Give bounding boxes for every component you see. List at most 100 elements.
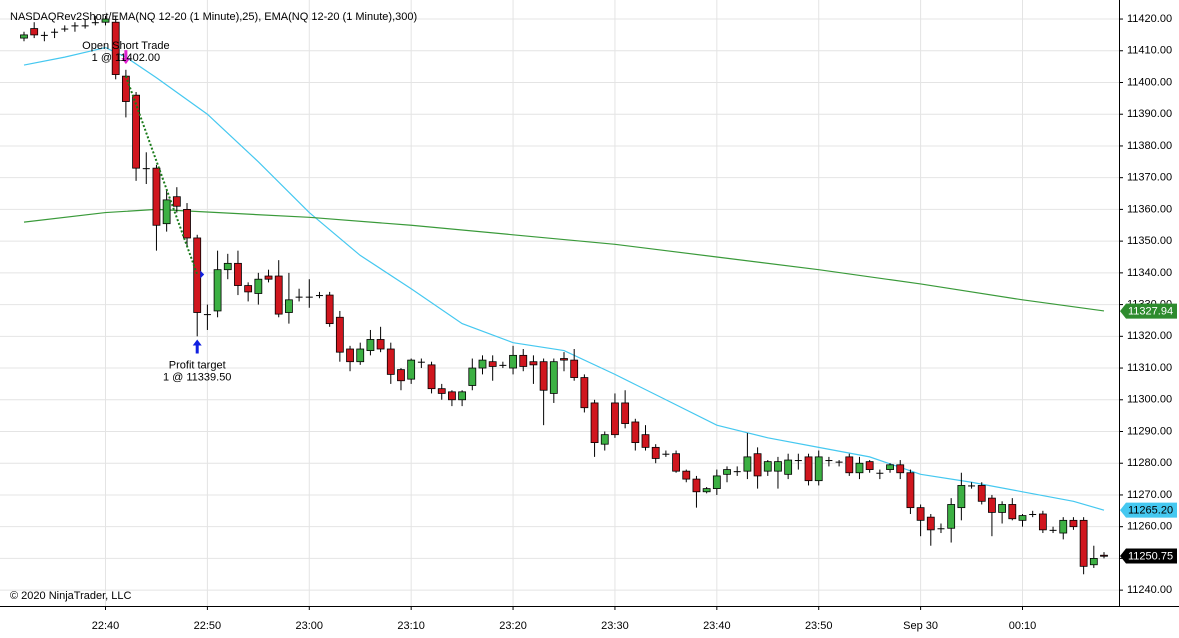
candle-body bbox=[213, 269, 222, 312]
candle-body bbox=[988, 497, 996, 513]
x-tick-label: 00:10 bbox=[1009, 620, 1037, 632]
candle-body bbox=[305, 296, 313, 298]
candle-body bbox=[346, 348, 354, 363]
candle-body bbox=[641, 434, 650, 448]
candle-body bbox=[315, 295, 323, 297]
candle-body bbox=[1089, 558, 1098, 566]
candle-body bbox=[458, 391, 467, 401]
price-marker bbox=[1120, 303, 1177, 319]
x-tick-label: 23:20 bbox=[499, 620, 527, 632]
y-tick-label: 11340.00 bbox=[1127, 267, 1172, 279]
candle-body bbox=[621, 402, 630, 424]
candle-body bbox=[814, 456, 823, 482]
price-marker-label: 11327.94 bbox=[1128, 306, 1173, 318]
x-tick-label: 23:40 bbox=[703, 620, 731, 632]
candle-body bbox=[916, 507, 925, 521]
candle-body bbox=[519, 354, 528, 367]
candle-body bbox=[998, 504, 1007, 513]
candle-body bbox=[285, 299, 293, 313]
x-tick-label: 22:50 bbox=[194, 620, 222, 632]
y-tick-label: 11410.00 bbox=[1127, 45, 1172, 57]
candle-body bbox=[274, 275, 283, 315]
candle-body bbox=[1029, 513, 1037, 515]
candle-body bbox=[397, 369, 405, 382]
candle-body bbox=[417, 361, 425, 363]
y-tick-label: 11360.00 bbox=[1127, 203, 1172, 215]
candle-body bbox=[712, 475, 721, 490]
entry-arrow bbox=[121, 50, 131, 65]
x-tick-label: Sep 30 bbox=[903, 620, 938, 632]
candle-body bbox=[570, 359, 579, 378]
y-tick-label: 11300.00 bbox=[1127, 394, 1172, 406]
candle-body bbox=[427, 364, 436, 390]
candle-body bbox=[51, 31, 59, 33]
y-tick-label: 11350.00 bbox=[1127, 235, 1172, 247]
candle-body bbox=[784, 459, 793, 475]
candle-body bbox=[651, 446, 660, 459]
candle-body bbox=[121, 75, 130, 102]
x-tick-label: 23:50 bbox=[805, 620, 833, 632]
candle-body bbox=[743, 456, 752, 472]
candle-body bbox=[61, 28, 69, 30]
trade-detail: 1 @ 11402.00 bbox=[92, 52, 160, 64]
candle-body bbox=[101, 18, 110, 23]
candle-body bbox=[865, 461, 874, 470]
candle-body bbox=[111, 21, 120, 75]
y-tick-label: 11370.00 bbox=[1127, 172, 1172, 184]
ema-line bbox=[23, 46, 1105, 511]
trade-detail: 1 @ 11339.50 bbox=[163, 371, 231, 383]
candle-body bbox=[1018, 515, 1027, 521]
candle-body bbox=[876, 472, 884, 474]
price-marker bbox=[1120, 502, 1177, 518]
y-tick-label: 11380.00 bbox=[1127, 140, 1172, 152]
candle-body bbox=[1059, 519, 1068, 534]
candle-body bbox=[1100, 554, 1108, 557]
grid bbox=[0, 0, 1119, 606]
x-tick-label: 23:30 bbox=[601, 620, 629, 632]
candle-body bbox=[580, 377, 589, 409]
y-tick-label: 11260.00 bbox=[1127, 521, 1172, 533]
candle-body bbox=[478, 359, 487, 369]
candle-body bbox=[30, 28, 39, 36]
candle-body bbox=[1008, 504, 1017, 520]
y-tick-label: 11310.00 bbox=[1127, 362, 1172, 374]
candle-body bbox=[1079, 519, 1088, 567]
candle-body bbox=[488, 361, 497, 367]
candle-body bbox=[335, 316, 344, 353]
candle-body bbox=[733, 471, 741, 473]
candle-body bbox=[539, 361, 548, 391]
candle-body bbox=[845, 456, 854, 474]
x-tick-label: 23:00 bbox=[296, 620, 324, 632]
candle-body bbox=[926, 516, 935, 531]
candle-body bbox=[325, 294, 334, 325]
candle-body bbox=[774, 461, 782, 472]
candle-body bbox=[804, 456, 813, 482]
candle-body bbox=[142, 168, 150, 170]
candle-body bbox=[152, 167, 161, 226]
candle-body bbox=[977, 485, 986, 502]
y-tick-label: 11390.00 bbox=[1127, 108, 1172, 120]
candle-body bbox=[590, 402, 599, 444]
candle-body bbox=[499, 364, 507, 366]
candle-body bbox=[376, 339, 385, 350]
candle-body bbox=[132, 94, 140, 169]
candle-body bbox=[692, 478, 701, 493]
y-tick-label: 11280.00 bbox=[1127, 457, 1172, 469]
candle-body bbox=[600, 434, 609, 445]
price-marker bbox=[1120, 548, 1177, 564]
candle-body bbox=[437, 388, 446, 394]
candle-body bbox=[234, 262, 242, 286]
candle-body bbox=[356, 348, 365, 363]
trade-label: Open Short Trade bbox=[82, 40, 169, 52]
candle-body bbox=[468, 367, 477, 386]
candle-body bbox=[203, 314, 211, 316]
y-tick-label: 11240.00 bbox=[1127, 584, 1172, 596]
price-marker-label: 11250.75 bbox=[1128, 550, 1173, 562]
candle-body bbox=[957, 485, 966, 509]
candle-body bbox=[855, 462, 864, 474]
candle-body bbox=[937, 528, 945, 530]
candle-body bbox=[560, 358, 568, 361]
candle-body bbox=[947, 504, 956, 529]
candle-body bbox=[702, 488, 711, 493]
